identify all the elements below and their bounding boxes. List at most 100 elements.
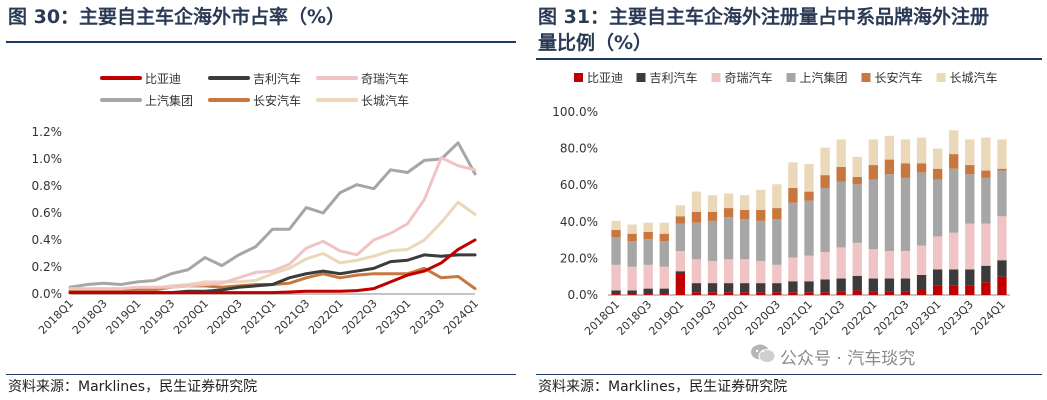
- bar-segment: [804, 281, 814, 293]
- x-tick-label: 2020Q3: [205, 297, 245, 337]
- bar-segment: [836, 247, 846, 279]
- bar-segment: [707, 220, 718, 262]
- bar-segment: [707, 195, 718, 212]
- left-title-rule: [6, 41, 516, 43]
- bar-segment: [611, 230, 621, 238]
- bar-segment: [997, 168, 1007, 171]
- bar-segment: [900, 291, 911, 295]
- legend-label-4: 上汽集团: [145, 93, 193, 108]
- bar-segment: [868, 291, 878, 295]
- bar-segment: [659, 241, 669, 267]
- bar-segment: [707, 211, 718, 221]
- bar-segment: [643, 264, 653, 289]
- bar-segment: [852, 156, 862, 177]
- bar-segment: [916, 172, 927, 246]
- legend-swatch-3: [711, 73, 721, 82]
- bar-segment: [916, 274, 927, 290]
- y-tick-label: 0.2%: [32, 260, 63, 274]
- y-tick-label: 40.0%: [560, 215, 598, 229]
- bar-segment: [772, 219, 782, 265]
- bar-segment: [788, 257, 798, 282]
- right-stacked-bar-chart: 比亚迪 吉利汽车 奇瑞汽车 上汽集团 长安汽车 长城汽车 0.0% 20.0% 40.0% 60.…: [552, 70, 1010, 338]
- bar-segment: [772, 283, 782, 293]
- right-bottom-rule: [536, 374, 1042, 375]
- bar-segment: [643, 288, 653, 295]
- left-source-note: 资料来源：Marklines，民生证券研究院: [8, 379, 258, 395]
- bar-segment: [675, 251, 686, 272]
- bar-segment: [932, 179, 943, 237]
- legend-label-1: 比亚迪: [587, 71, 623, 85]
- bar-segment: [820, 147, 830, 176]
- bar-segment: [707, 261, 718, 284]
- x-tick-label: 2018Q3: [70, 297, 110, 337]
- legend-swatch-1: [574, 73, 583, 82]
- left-figure-title: 图 30：主要自主车企海外市占率（%）: [8, 6, 346, 28]
- bar-segment: [965, 285, 975, 295]
- bar-segment: [756, 220, 766, 262]
- bar-segment: [884, 159, 895, 175]
- legend-label-4: 上汽集团: [800, 70, 848, 85]
- x-tick-label: 2019Q3: [137, 297, 177, 337]
- bar-segment: [723, 208, 734, 218]
- bar-segment: [804, 191, 814, 201]
- bar-segment: [611, 294, 621, 295]
- bar-segment: [788, 202, 798, 258]
- bar-segment: [884, 291, 895, 295]
- y-tick-label: 1.0%: [32, 152, 63, 166]
- y-tick-label: 0.8%: [32, 179, 63, 193]
- legend-label-5: 长安汽车: [253, 93, 301, 108]
- bar-segment: [900, 163, 911, 178]
- legend-label-2: 吉利汽车: [650, 70, 698, 85]
- bar-segment: [772, 264, 782, 284]
- bar-segment: [788, 281, 798, 293]
- legend-label-6: 长城汽车: [950, 70, 998, 85]
- bar-segment: [740, 195, 750, 210]
- bar-segment: [611, 220, 621, 231]
- bar-segment: [965, 139, 975, 166]
- bar-segment: [756, 261, 766, 284]
- x-tick-label: 2020Q1: [171, 297, 211, 337]
- bar-segment: [691, 222, 702, 260]
- bar-segment: [627, 290, 637, 295]
- legend-swatch-2: [636, 73, 646, 82]
- bar-segment: [675, 273, 686, 295]
- bar-segment: [804, 164, 814, 192]
- y-tick-label: 60.0%: [560, 178, 598, 192]
- y-tick-label: 0.4%: [32, 233, 63, 247]
- series-line-3: [68, 156, 477, 291]
- bar-segment: [675, 223, 686, 252]
- x-tick-label: 2022Q3: [340, 297, 380, 337]
- bar-segment: [965, 269, 975, 286]
- bar-segment: [997, 170, 1007, 217]
- bar-segment: [740, 292, 750, 295]
- bar-segment: [772, 292, 782, 295]
- legend-label-6: 长城汽车: [361, 93, 409, 108]
- bar-segment: [691, 259, 702, 284]
- bar-segment: [997, 216, 1007, 261]
- bar-segment: [772, 184, 782, 209]
- bar-segment: [804, 255, 814, 282]
- bar-segment: [804, 200, 814, 256]
- bar-segment: [884, 174, 895, 252]
- bar-segment: [949, 168, 959, 233]
- legend-label-5: 长安汽车: [875, 70, 923, 85]
- left-bottom-rule: [6, 374, 516, 375]
- bar-segment: [965, 223, 975, 270]
- bar-segment: [723, 259, 734, 284]
- right-figure-title-line1: 图 31：主要自主车企海外注册量占中系品牌海外注册: [538, 6, 990, 28]
- bar-segment: [981, 282, 991, 295]
- bar-segment: [691, 283, 702, 293]
- bar-segment: [627, 233, 637, 242]
- bar-segment: [723, 217, 734, 260]
- y-tick-label: 0.0%: [568, 288, 599, 302]
- bar-segment: [691, 191, 702, 212]
- bar-segment: [820, 251, 830, 280]
- bar-segment: [932, 168, 943, 180]
- bar-segment: [820, 279, 830, 293]
- bar-segment: [788, 292, 798, 295]
- bar-segment: [852, 184, 862, 243]
- bar-segment: [627, 224, 637, 234]
- bar-segment: [884, 251, 895, 279]
- y-tick-label: 100.0%: [552, 105, 598, 119]
- bar-segment: [900, 177, 911, 252]
